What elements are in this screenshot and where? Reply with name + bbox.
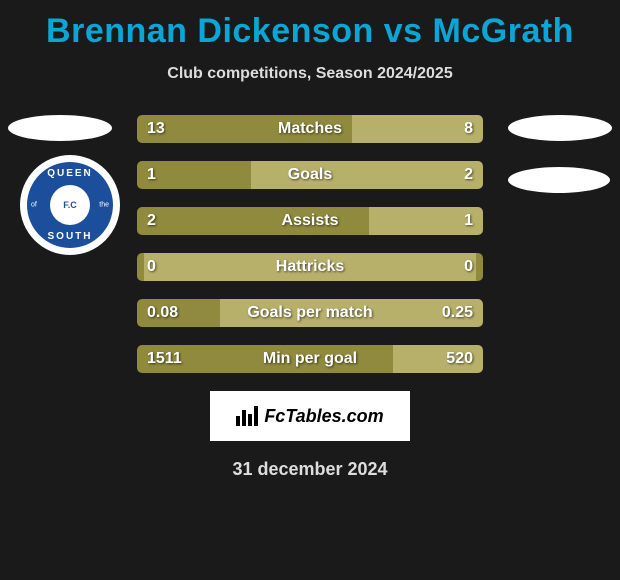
bar-center-label: Assists [282, 212, 339, 230]
player-left-placeholder [8, 115, 112, 141]
bar-right-value: 8 [464, 120, 473, 138]
club-logo-ring: QUEEN of the F.C SOUTH [27, 162, 113, 248]
bar-center-label: Hattricks [276, 258, 344, 276]
logo-text-top: QUEEN [47, 168, 93, 179]
bar-row: 0 0 Hattricks [137, 253, 483, 281]
fctables-badge: FcTables.com [210, 391, 410, 441]
bar-right-value: 0.25 [442, 304, 473, 322]
bar-center-label: Matches [278, 120, 342, 138]
bar-right-value: 2 [464, 166, 473, 184]
bar-row: 0.08 0.25 Goals per match [137, 299, 483, 327]
bar-center-label: Goals [288, 166, 332, 184]
player-right-placeholder [508, 115, 612, 141]
bar-left-value: 2 [147, 212, 156, 230]
bar-row: 13 8 Matches [137, 115, 483, 143]
bar-row: 2 1 Assists [137, 207, 483, 235]
bar-left-value: 13 [147, 120, 165, 138]
bar-right-value: 520 [446, 350, 473, 368]
comparison-bars: 13 8 Matches 1 2 Goals 2 1 Assists 0 0 Hattricks 0.0… [137, 115, 483, 373]
bar-left-value: 0 [147, 258, 156, 276]
fctables-icon [236, 406, 258, 426]
bar-row: 1511 520 Min per goal [137, 345, 483, 373]
logo-text-bottom: SOUTH [48, 231, 93, 242]
logo-text-right: the [99, 202, 109, 209]
bar-right-value: 1 [464, 212, 473, 230]
club-logo: QUEEN of the F.C SOUTH [20, 155, 120, 255]
bar-right-fill [251, 161, 483, 189]
logo-inner: F.C [50, 185, 90, 225]
bar-right-value: 0 [464, 258, 473, 276]
bar-left-value: 1511 [147, 350, 182, 368]
subtitle: Club competitions, Season 2024/2025 [0, 65, 620, 83]
fctables-label: FcTables.com [264, 406, 383, 427]
bar-row: 1 2 Goals [137, 161, 483, 189]
bar-left-value: 0.08 [147, 304, 178, 322]
bar-left-value: 1 [147, 166, 156, 184]
club-logo-outer: QUEEN of the F.C SOUTH [20, 155, 120, 255]
bar-right-fill [476, 253, 483, 281]
page-title: Brennan Dickenson vs McGrath [0, 0, 620, 51]
bar-left-fill [137, 253, 144, 281]
player-right-placeholder-2 [508, 167, 610, 193]
date-label: 31 december 2024 [0, 459, 620, 480]
content-area: QUEEN of the F.C SOUTH 13 8 Matches 1 2 Goals… [0, 115, 620, 373]
logo-text-left: of [31, 202, 37, 209]
bar-center-label: Goals per match [247, 304, 372, 322]
bar-center-label: Min per goal [263, 350, 357, 368]
